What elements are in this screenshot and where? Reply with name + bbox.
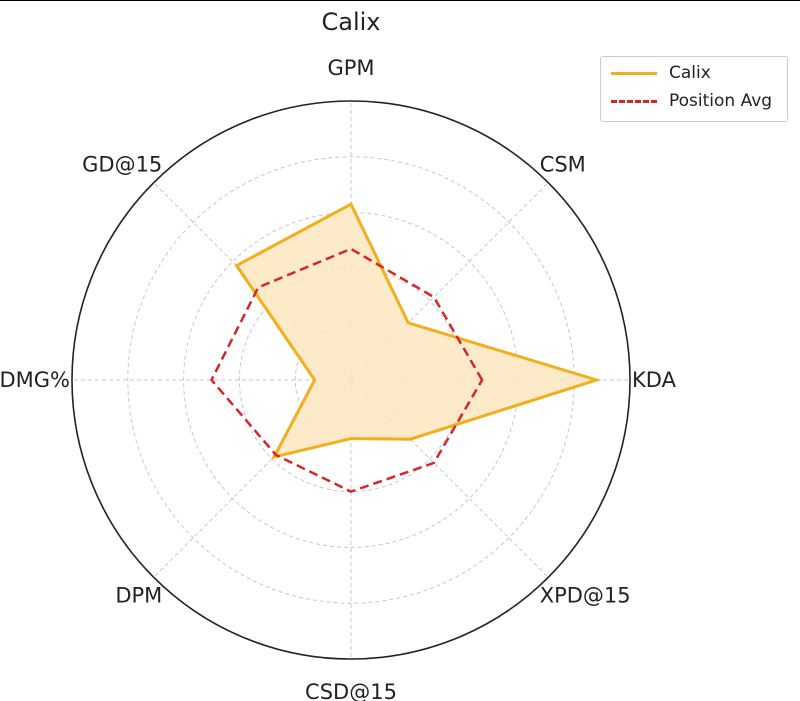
axis-label: CSM — [540, 152, 586, 176]
grid-spoke — [350, 182, 549, 381]
grid-spoke — [350, 379, 549, 578]
axis-label: GPM — [327, 56, 374, 80]
legend-label-position-avg: Position Avg — [669, 91, 773, 111]
series-layer — [210, 202, 602, 493]
legend: Calix Position Avg — [600, 56, 788, 122]
axis-label: GD@15 — [82, 152, 162, 176]
axis-label: XPD@15 — [540, 584, 631, 608]
grid-spoke — [153, 379, 352, 578]
legend-item-position-avg: Position Avg — [611, 91, 772, 111]
chart-title: Calix — [321, 8, 381, 36]
legend-item-calix: Calix — [611, 63, 711, 83]
series-line-position-avg — [210, 247, 484, 493]
axis-label-layer: KDA CSM GPM GD@15 DMG% DPM CSD@15 XPD@15 — [0, 56, 677, 701]
top-border-line — [0, 0, 800, 1]
legend-swatch-calix — [611, 71, 657, 75]
series-line-calix — [234, 202, 602, 460]
series-area-calix — [236, 204, 597, 457]
grid-spoke — [153, 182, 352, 381]
legend-label-calix: Calix — [669, 63, 711, 83]
axis-label: DMG% — [0, 368, 70, 392]
axis-label: KDA — [632, 368, 677, 392]
axis-label: DPM — [115, 584, 162, 608]
outer-ring — [71, 100, 631, 660]
legend-swatch-position-avg — [611, 99, 657, 103]
axis-label: CSD@15 — [305, 680, 397, 701]
